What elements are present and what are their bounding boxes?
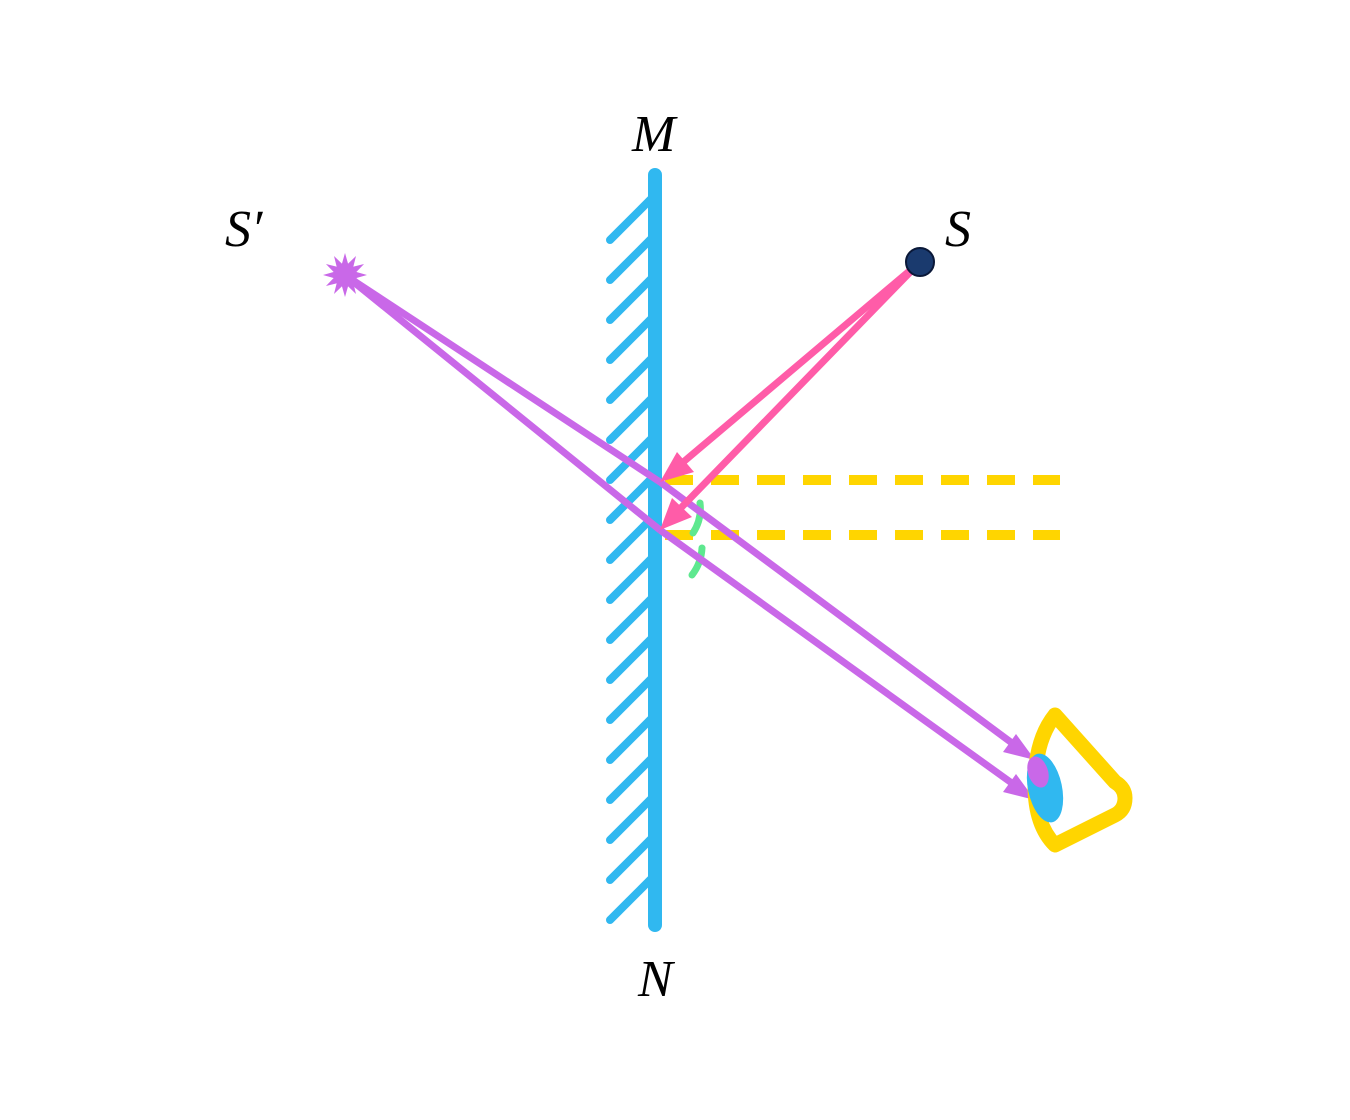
optics-diagram: M N S S′	[0, 0, 1350, 1115]
diagram-svg	[0, 0, 1350, 1115]
eye-icon	[1021, 715, 1125, 845]
label-S: S	[945, 200, 971, 259]
virtual-ray-1	[345, 275, 660, 482]
incident-ray-2	[660, 262, 920, 530]
incident-ray-1	[660, 262, 920, 482]
object-point-S	[906, 248, 934, 276]
reflected-ray-1	[660, 482, 1035, 760]
label-N: N	[638, 950, 673, 1009]
reflected-ray-2	[660, 530, 1035, 800]
label-S-prime: S′	[225, 200, 262, 259]
label-M: M	[632, 105, 675, 164]
